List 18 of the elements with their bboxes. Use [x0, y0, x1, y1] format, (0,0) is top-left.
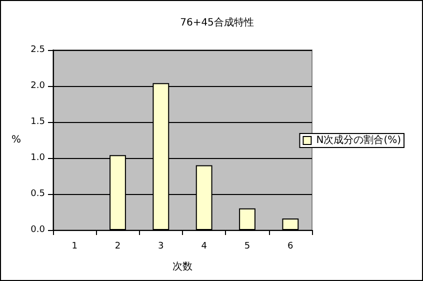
- y-tick-label: 2.5: [30, 45, 45, 55]
- x-tick-label: 6: [288, 242, 294, 252]
- chart-title: 76+45合成特性: [180, 16, 254, 28]
- bar: [282, 218, 299, 230]
- x-axis-title: 次数: [172, 262, 192, 272]
- legend-label: N次成分の割合(%): [316, 134, 402, 146]
- x-tick-label: 4: [201, 242, 208, 252]
- x-tick-label: 3: [158, 242, 164, 252]
- y-tick-label: 1.5: [30, 117, 45, 127]
- y-tick-label: 1.0: [30, 153, 46, 163]
- x-tick-label: 5: [244, 242, 250, 252]
- x-tick-label: 2: [114, 242, 121, 252]
- bar: [239, 208, 256, 230]
- x-tick-label: 1: [72, 242, 78, 252]
- y-tick-label: 0.0: [30, 225, 46, 235]
- y-tick-label: 2.0: [30, 81, 46, 91]
- y-axis-title: %: [11, 134, 21, 146]
- y-tick-label: 0.5: [30, 189, 45, 199]
